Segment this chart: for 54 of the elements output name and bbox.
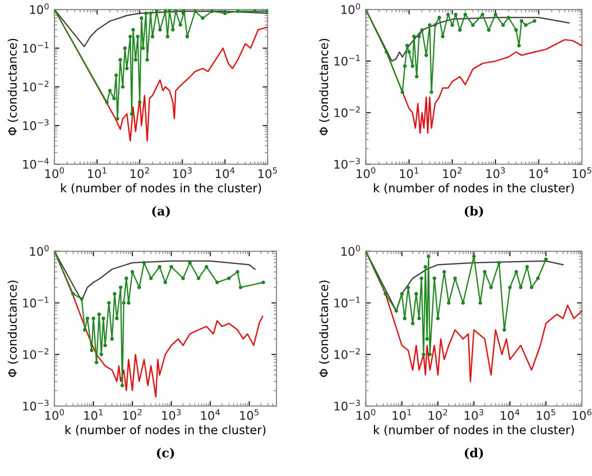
x-tick-label: 10$^{0}$ [45,167,64,178]
y-axis-title: Φ (conductance) [319,38,330,136]
x-tick-label: 10$^{5}$ [536,409,556,420]
x-tick-label: 10$^{1}$ [392,409,412,420]
y-tick-label: 10$^{−3}$ [334,158,360,169]
y-tick-label: 10$^{−1}$ [334,54,360,66]
x-tick-label: 10$^{6}$ [572,409,592,420]
x-tick-label: 10$^{0}$ [356,167,376,178]
x-tick-label: 10$^{2}$ [130,167,149,178]
x-tick-label: 10$^{5}$ [240,409,259,420]
y-tick-label: 10$^{−3}$ [23,400,49,411]
y-tick-label: 10$^{0}$ [342,3,360,14]
x-tick-label: 10$^{4}$ [500,409,520,420]
y-tick-label: 10$^{−2}$ [334,348,360,360]
x-tick-label: 10$^{1}$ [400,167,418,178]
y-tick-label: 10$^{−3}$ [334,400,360,411]
y-axis-title: Φ (conductance) [8,280,18,378]
x-tick-label: 10$^{5}$ [572,167,592,178]
y-tick-label: 10$^{0}$ [30,245,49,256]
y-tick-label: 10$^{−1}$ [23,42,48,53]
x-tick-label: 10$^{5}$ [258,167,277,178]
x-axis-title: k (number of nodes in the cluster) [61,183,261,194]
x-axis-title: k (number of nodes in the cluster) [66,425,266,436]
x-tick-label: 10$^{3}$ [486,167,505,178]
text: (a) [152,206,170,218]
y-tick-label: 10$^{0}$ [30,3,49,14]
text: (d) [464,448,483,460]
x-tick-label: 10$^{2}$ [443,167,462,178]
y-tick-label: 10$^{0}$ [342,245,360,256]
x-tick-label: 10$^{1}$ [88,167,106,178]
y-tick-label: 10$^{−4}$ [23,158,49,169]
x-tick-label: 10$^{3}$ [173,167,192,178]
x-axis-title: k (number of nodes in the cluster) [374,425,574,436]
x-tick-label: 10$^{3}$ [162,409,181,420]
y-tick-label: 10$^{−2}$ [334,106,360,118]
y-tick-label: 10$^{−3}$ [23,119,49,130]
x-tick-label: 10$^{0}$ [356,409,376,420]
x-tick-label: 10$^{2}$ [123,409,142,420]
x-axis-title: k (number of nodes in the cluster) [374,183,574,194]
text: (b) [464,206,483,218]
y-tick-label: 10$^{−2}$ [23,348,48,360]
x-tick-label: 10$^{2}$ [428,409,448,420]
y-tick-label: 10$^{−1}$ [23,296,48,308]
x-tick-label: 10$^{1}$ [84,409,103,420]
x-tick-label: 10$^{4}$ [530,167,548,178]
y-axis-title: Φ (conductance) [8,38,18,136]
x-tick-label: 10$^{4}$ [201,409,220,420]
x-tick-label: 10$^{3}$ [464,409,484,420]
y-tick-label: 10$^{−1}$ [334,296,360,308]
x-tick-label: 10$^{4}$ [216,167,234,178]
text: (c) [156,448,174,460]
y-tick-label: 10$^{−2}$ [23,80,48,92]
y-axis-title: Φ (conductance) [319,280,330,378]
x-tick-label: 10$^{0}$ [45,409,64,420]
